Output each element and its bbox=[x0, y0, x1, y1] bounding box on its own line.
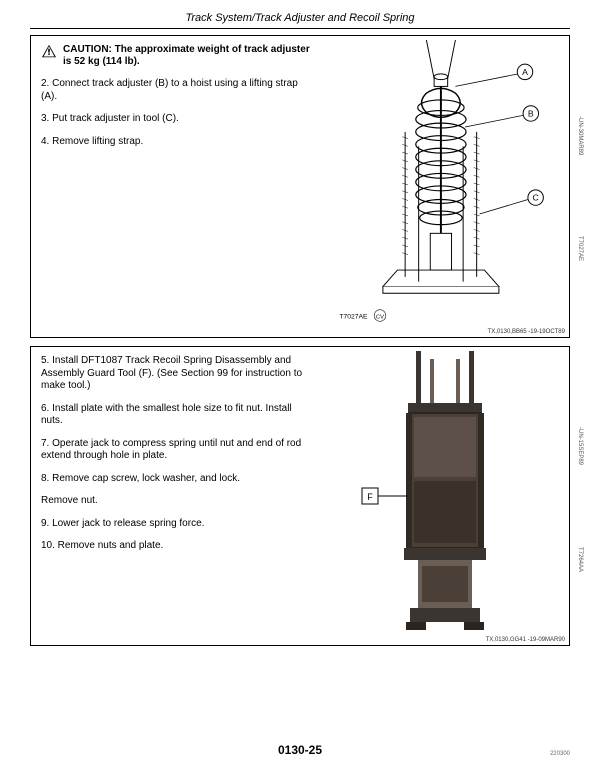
header-rule bbox=[30, 28, 570, 29]
step-6: 6. Install plate with the smallest hole … bbox=[41, 403, 312, 428]
guard-tool-photo: F bbox=[360, 351, 530, 641]
callout-c-label: C bbox=[532, 192, 538, 202]
section-2-figure: F -UN-15SEP89 T7264AA bbox=[322, 347, 569, 645]
callout-a-label: A bbox=[522, 67, 528, 77]
section-2: 5. Install DFT1087 Track Recoil Spring D… bbox=[30, 346, 570, 646]
step-3: 3. Put track adjuster in tool (C). bbox=[41, 113, 312, 126]
section-1: CAUTION: The approximate weight of track… bbox=[30, 35, 570, 338]
section1-footer-ref: TX,0130,BB65 -19-19OCT89 bbox=[488, 329, 565, 335]
fig-label-left: T7027AE bbox=[339, 313, 368, 320]
page-number: 0130-25 bbox=[0, 743, 600, 757]
track-adjuster-diagram: A B C T7027AE CV bbox=[326, 40, 565, 330]
section2-footer-ref: TX,0130,GG41 -19-09MAR90 bbox=[486, 637, 565, 643]
page-footer-small: 220300 bbox=[550, 751, 570, 757]
step-5: 5. Install DFT1087 Track Recoil Spring D… bbox=[41, 355, 312, 393]
section-2-text: 5. Install DFT1087 Track Recoil Spring D… bbox=[31, 347, 322, 645]
caution-icon bbox=[41, 44, 57, 58]
side-label-2b: T7264AA bbox=[577, 547, 583, 572]
step-7: 7. Operate jack to compress spring until… bbox=[41, 438, 312, 463]
fig-label-cv: CV bbox=[375, 314, 383, 320]
step-10: 10. Remove nuts and plate. bbox=[41, 540, 312, 553]
step-8: 8. Remove cap screw, lock washer, and lo… bbox=[41, 473, 312, 486]
page-header: Track System/Track Adjuster and Recoil S… bbox=[30, 12, 570, 24]
step-8b: Remove nut. bbox=[41, 495, 312, 508]
section-1-figure: A B C T7027AE CV -UN-30MAR89 T7027AE bbox=[322, 36, 569, 337]
side-label-1a: -UN-30MAR89 bbox=[577, 116, 583, 155]
step-4: 4. Remove lifting strap. bbox=[41, 136, 312, 149]
step-2: 2. Connect track adjuster (B) to a hoist… bbox=[41, 78, 312, 103]
callout-f-label: F bbox=[368, 492, 374, 502]
step-9: 9. Lower jack to release spring force. bbox=[41, 518, 312, 531]
caution-text: CAUTION: The approximate weight of track… bbox=[63, 44, 312, 68]
section-1-text: CAUTION: The approximate weight of track… bbox=[31, 36, 322, 337]
side-label-2a: -UN-15SEP89 bbox=[577, 427, 583, 465]
callout-b-label: B bbox=[527, 108, 533, 118]
side-label-1b: T7027AE bbox=[577, 236, 583, 261]
